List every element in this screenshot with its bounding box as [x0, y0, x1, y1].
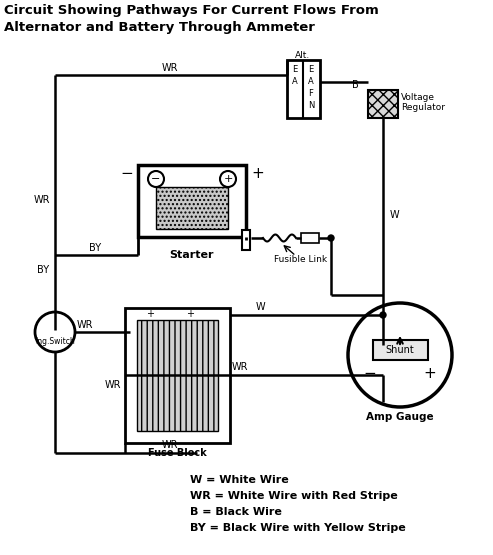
- Text: Alt.: Alt.: [295, 51, 311, 59]
- Text: Starter: Starter: [170, 250, 214, 260]
- Text: Regulator: Regulator: [401, 103, 445, 113]
- Bar: [287, 60, 320, 118]
- Text: −: −: [120, 165, 133, 180]
- Circle shape: [380, 312, 386, 318]
- Text: +: +: [186, 309, 194, 319]
- Text: A: A: [292, 78, 298, 87]
- Text: Fusible Link: Fusible Link: [275, 255, 327, 265]
- Text: F: F: [309, 89, 314, 98]
- Text: WR: WR: [162, 63, 178, 73]
- Text: WR: WR: [34, 195, 50, 205]
- Text: N: N: [308, 102, 314, 110]
- Text: Fuse Block: Fuse Block: [147, 448, 207, 458]
- Text: Circuit Showing Pathways For Current Flows From: Circuit Showing Pathways For Current Flo…: [4, 4, 379, 17]
- Circle shape: [148, 171, 164, 187]
- Bar: [373, 340, 428, 360]
- Text: E: E: [292, 65, 298, 74]
- Text: +: +: [146, 309, 154, 319]
- Text: A: A: [308, 78, 314, 87]
- Text: WR = White Wire with Red Stripe: WR = White Wire with Red Stripe: [190, 491, 398, 501]
- Text: WR: WR: [105, 380, 121, 390]
- Text: +: +: [251, 165, 264, 180]
- Text: BY: BY: [37, 265, 49, 275]
- Bar: [137, 320, 218, 431]
- Circle shape: [328, 235, 334, 241]
- Bar: [156, 187, 228, 229]
- Circle shape: [35, 312, 75, 352]
- Text: −: −: [151, 174, 161, 184]
- Text: Amp Gauge: Amp Gauge: [366, 412, 434, 422]
- Text: Alternator and Battery Through Ammeter: Alternator and Battery Through Ammeter: [4, 21, 315, 34]
- Text: +: +: [223, 174, 233, 184]
- Text: WR: WR: [162, 440, 178, 450]
- Bar: [368, 90, 398, 118]
- Circle shape: [220, 171, 236, 187]
- Text: B: B: [352, 80, 358, 90]
- Bar: [125, 308, 230, 443]
- Text: W: W: [255, 302, 265, 312]
- Text: BY = Black Wire with Yellow Stripe: BY = Black Wire with Yellow Stripe: [190, 523, 406, 533]
- Text: Voltage: Voltage: [401, 93, 435, 103]
- Bar: [138, 165, 246, 237]
- Text: −: −: [364, 366, 376, 381]
- Circle shape: [348, 303, 452, 407]
- Text: WR: WR: [232, 362, 248, 372]
- Text: +: +: [423, 366, 436, 381]
- Text: BY: BY: [89, 243, 101, 253]
- Text: Shunt: Shunt: [386, 345, 415, 355]
- Bar: [242, 230, 250, 250]
- Text: W = White Wire: W = White Wire: [190, 475, 289, 485]
- Text: WR: WR: [77, 320, 93, 330]
- Text: W: W: [390, 210, 400, 220]
- Text: B = Black Wire: B = Black Wire: [190, 507, 282, 517]
- Text: E: E: [309, 65, 314, 74]
- Bar: [301, 233, 319, 243]
- Text: Ing.Switch: Ing.Switch: [35, 337, 75, 346]
